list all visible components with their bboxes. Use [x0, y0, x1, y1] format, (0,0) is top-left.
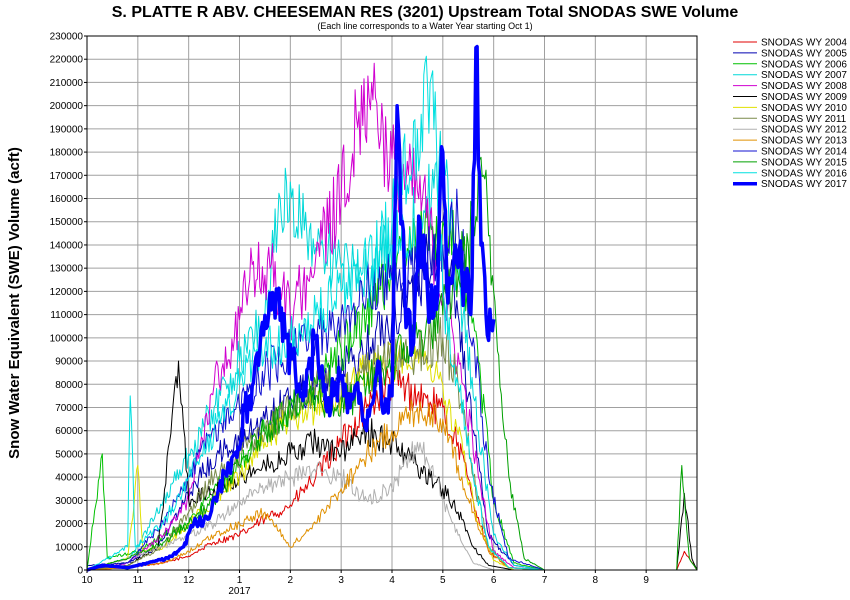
- y-tick-label: 230000: [50, 32, 84, 43]
- y-tick-label: 140000: [50, 240, 84, 251]
- legend-entry: SNODAS WY 2008: [761, 81, 847, 92]
- legend-entry: SNODAS WY 2013: [761, 136, 847, 147]
- tick-layer: 0 10000 20000 30000 40000 50000 60000 70000 8000…: [50, 32, 650, 598]
- y-tick-label: 150000: [50, 217, 84, 228]
- x-tick-label: 6: [491, 575, 497, 586]
- legend-entry: SNODAS WY 2004: [761, 38, 847, 49]
- legend-entry: SNODAS WY 2017: [761, 179, 847, 190]
- x-tick-label: 2: [288, 575, 294, 586]
- y-tick-label: 10000: [55, 542, 83, 553]
- x-tick-label: 5: [440, 575, 446, 586]
- x-tick-label: 10: [81, 575, 93, 586]
- legend-entry: SNODAS WY 2006: [761, 59, 847, 70]
- y-tick-label: 120000: [50, 287, 84, 298]
- y-tick-label: 80000: [55, 380, 83, 391]
- y-tick-label: 210000: [50, 78, 84, 89]
- legend-entry: SNODAS WY 2011: [761, 114, 847, 125]
- x-tick-label: 1: [237, 575, 243, 586]
- x-tick-label: 3: [338, 575, 344, 586]
- legend-entry: SNODAS WY 2012: [761, 125, 847, 136]
- legend-entry: SNODAS WY 2005: [761, 48, 847, 59]
- chart-title: S. PLATTE R ABV. CHEESEMAN RES (3201) Up…: [112, 4, 739, 21]
- y-tick-label: 90000: [55, 357, 83, 368]
- y-tick-label: 30000: [55, 496, 83, 507]
- legend-entry: SNODAS WY 2015: [761, 157, 847, 168]
- y-tick-label: 200000: [50, 101, 84, 112]
- y-tick-label: 220000: [50, 55, 84, 66]
- y-tick-label: 60000: [55, 426, 83, 437]
- y-tick-label: 40000: [55, 473, 83, 484]
- x-tick-label: 7: [542, 575, 548, 586]
- x-tick-label: 8: [593, 575, 599, 586]
- y-tick-label: 130000: [50, 264, 84, 275]
- y-axis-label: Snow Water Equivalent (SWE) Volume (acft…: [6, 147, 23, 459]
- series-line: [86, 44, 496, 572]
- legend-entry: SNODAS WY 2007: [761, 70, 847, 81]
- y-tick-label: 190000: [50, 124, 84, 135]
- x-tick-label: 11: [133, 575, 144, 586]
- legend-entry: SNODAS WY 2016: [761, 168, 847, 179]
- y-tick-label: 100000: [50, 333, 84, 344]
- chart-subtitle: (Each line corresponds to a Water Year s…: [317, 21, 532, 31]
- x-tick-label: 4: [389, 575, 395, 586]
- y-tick-label: 0: [77, 566, 83, 577]
- x-tick-label: 9: [643, 575, 649, 586]
- y-tick-label: 170000: [50, 171, 84, 182]
- y-tick-label: 160000: [50, 194, 84, 205]
- x-tick-label: 12: [183, 575, 195, 586]
- y-tick-label: 20000: [55, 519, 83, 530]
- legend-entry: SNODAS WY 2010: [761, 103, 847, 114]
- y-tick-label: 180000: [50, 148, 84, 159]
- legend-entry: SNODAS WY 2009: [761, 92, 847, 103]
- y-tick-label: 70000: [55, 403, 83, 414]
- legend-entry: SNODAS WY 2014: [761, 147, 847, 158]
- y-tick-label: 110000: [50, 310, 83, 321]
- y-tick-label: 50000: [55, 449, 83, 460]
- x-year-label: 2017: [228, 586, 251, 597]
